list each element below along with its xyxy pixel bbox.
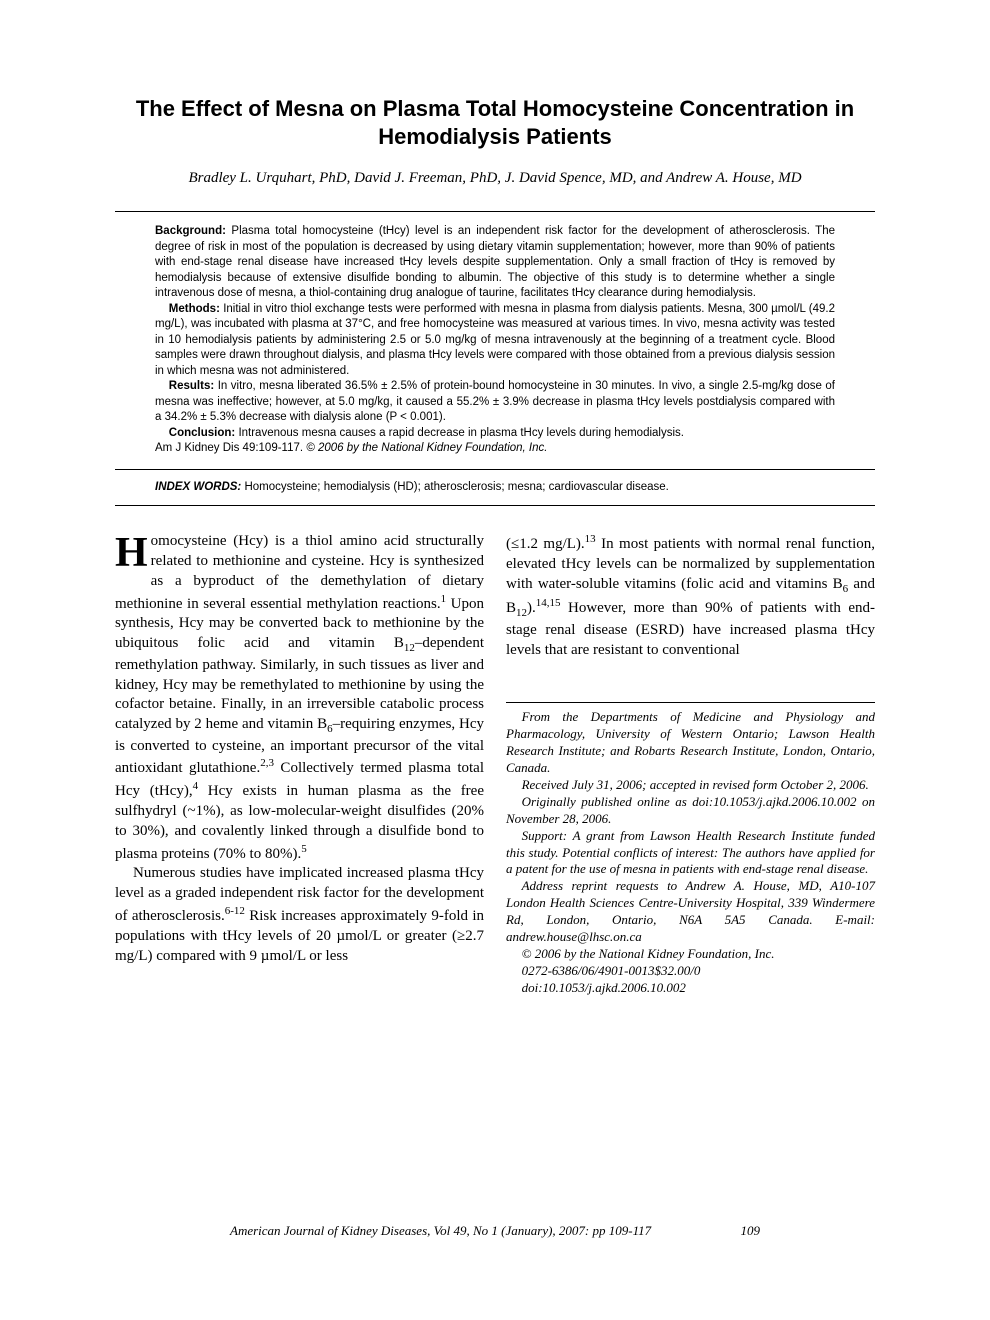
affil-line-4: Support: A grant from Lawson Health Rese… <box>506 828 875 879</box>
abstract-methods-text: Initial in vitro thiol exchange tests we… <box>155 303 835 377</box>
affil-line-7: 0272-6386/06/4901-0013$32.00/0 <box>506 963 875 980</box>
body-para-1: Homocysteine (Hcy) is a thiol amino acid… <box>115 532 484 864</box>
abstract-methods-label: Methods: <box>169 303 220 315</box>
affil-line-5: Address reprint requests to Andrew A. Ho… <box>506 878 875 946</box>
body-p1a: omocysteine (Hcy) is a thiol amino acid … <box>115 533 484 611</box>
body-p3a: (≤1.2 mg/L). <box>506 536 585 552</box>
abstract-citation: Am J Kidney Dis 49:109-117. © 2006 by th… <box>155 441 835 457</box>
affil-line-1: From the Departments of Medicine and Phy… <box>506 709 875 777</box>
abstract-conclusion-text: Intravenous mesna causes a rapid decreas… <box>235 427 684 439</box>
ref-13: 13 <box>585 533 596 545</box>
index-words-block: INDEX WORDS: Homocysteine; hemodialysis … <box>115 470 875 507</box>
abstract-results-text: In vitro, mesna liberated 36.5% ± 2.5% o… <box>155 380 835 423</box>
index-words-label: INDEX WORDS: <box>155 481 241 493</box>
dropcap: H <box>115 532 151 572</box>
page-footer: American Journal of Kidney Diseases, Vol… <box>230 1222 760 1240</box>
abstract-background-label: Background: <box>155 225 226 237</box>
abstract-background-text: Plasma total homocysteine (tHcy) level i… <box>155 225 835 299</box>
abstract-methods: Methods: Initial in vitro thiol exchange… <box>155 302 835 380</box>
column-right: (≤1.2 mg/L).13 In most patients with nor… <box>506 532 875 996</box>
footer-journal: American Journal of Kidney Diseases, Vol… <box>230 1222 651 1240</box>
ref-1415: 14,15 <box>536 597 561 609</box>
affil-line-2: Received July 31, 2006; accepted in revi… <box>506 777 875 794</box>
article-authors: Bradley L. Urquhart, PhD, David J. Freem… <box>115 168 875 189</box>
column-left: Homocysteine (Hcy) is a thiol amino acid… <box>115 532 484 996</box>
affil-line-6: © 2006 by the National Kidney Foundation… <box>506 946 875 963</box>
abstract-copyright: © 2006 by the National Kidney Foundation… <box>306 442 547 454</box>
ref-612: 6-12 <box>225 905 245 917</box>
abstract-results-label: Results: <box>169 380 214 392</box>
affil-line-3: Originally published online as doi:10.10… <box>506 794 875 828</box>
article-title: The Effect of Mesna on Plasma Total Homo… <box>115 95 875 150</box>
abstract-block: Background: Plasma total homocysteine (t… <box>115 211 875 470</box>
abstract-conclusion-label: Conclusion: <box>169 427 235 439</box>
body-p3e: However, more than 90% of patients with … <box>506 600 875 657</box>
abstract-citation-text: Am J Kidney Dis 49:109-117. <box>155 442 306 454</box>
footer-page-number: 109 <box>741 1222 761 1240</box>
ref-5: 5 <box>301 843 307 855</box>
body-para-2: Numerous studies have implicated increas… <box>115 864 484 966</box>
abstract-background: Background: Plasma total homocysteine (t… <box>155 224 835 302</box>
index-words-text: Homocysteine; hemodialysis (HD); atheros… <box>241 481 669 493</box>
body-para-3: (≤1.2 mg/L).13 In most patients with nor… <box>506 532 875 660</box>
sub-12b: 12 <box>516 607 527 619</box>
body-p3d: ). <box>527 600 536 616</box>
sub-12a: 12 <box>404 642 415 654</box>
abstract-conclusion: Conclusion: Intravenous mesna causes a r… <box>155 426 835 442</box>
affiliation-block: From the Departments of Medicine and Phy… <box>506 702 875 996</box>
abstract-results: Results: In vitro, mesna liberated 36.5%… <box>155 379 835 426</box>
body-columns: Homocysteine (Hcy) is a thiol amino acid… <box>115 532 875 996</box>
affil-line-8: doi:10.1053/j.ajkd.2006.10.002 <box>506 980 875 997</box>
ref-23: 2,3 <box>260 757 274 769</box>
